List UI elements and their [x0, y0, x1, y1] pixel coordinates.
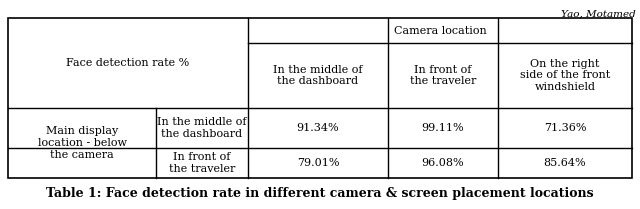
Text: In front of
the traveler: In front of the traveler	[410, 65, 476, 86]
Text: Main display
location - below
the camera: Main display location - below the camera	[38, 126, 127, 160]
Text: Camera location: Camera location	[394, 25, 486, 36]
Text: 79.01%: 79.01%	[297, 158, 339, 168]
Text: In the middle of
the dashboard: In the middle of the dashboard	[273, 65, 363, 86]
Text: 85.64%: 85.64%	[544, 158, 586, 168]
Text: 99.11%: 99.11%	[422, 123, 464, 133]
Text: 71.36%: 71.36%	[544, 123, 586, 133]
Text: 96.08%: 96.08%	[422, 158, 464, 168]
Text: In front of
the traveler: In front of the traveler	[169, 152, 235, 174]
Text: 91.34%: 91.34%	[297, 123, 339, 133]
Text: Yao, Motamed: Yao, Motamed	[561, 10, 636, 19]
Text: Table 1: Face detection rate in different camera & screen placement locations: Table 1: Face detection rate in differen…	[46, 186, 594, 200]
Text: In the middle of
the dashboard: In the middle of the dashboard	[157, 117, 247, 139]
Text: Face detection rate %: Face detection rate %	[67, 58, 189, 68]
Bar	[8, 18, 632, 178]
Text: On the right
side of the front
windshield: On the right side of the front windshiel…	[520, 59, 610, 92]
